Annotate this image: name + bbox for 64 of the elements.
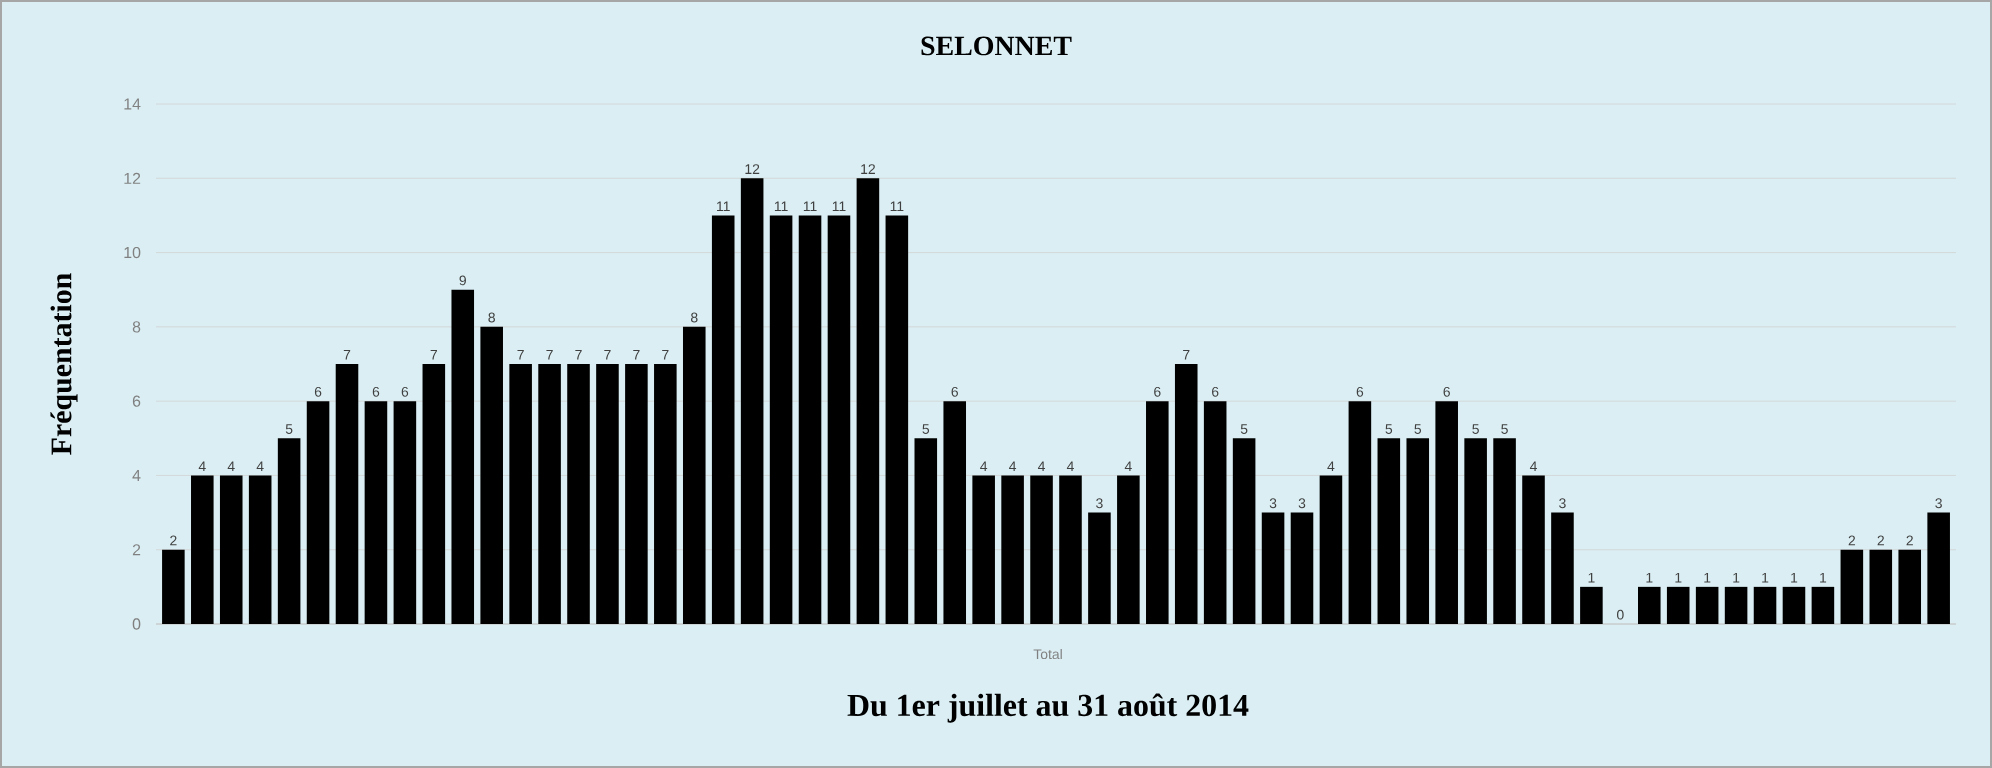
bar <box>1348 401 1372 624</box>
bar <box>856 178 880 624</box>
bar <box>1059 475 1082 624</box>
bar <box>769 215 793 624</box>
bar <box>364 401 388 624</box>
bar <box>567 364 590 624</box>
bar <box>1522 475 1545 624</box>
bar <box>972 475 995 624</box>
bar <box>596 364 619 624</box>
bar <box>422 364 446 624</box>
bar <box>1174 364 1198 624</box>
bar <box>682 326 706 624</box>
bar <box>1406 438 1430 624</box>
bar <box>248 475 272 624</box>
bar <box>1551 512 1574 624</box>
bar <box>1030 475 1053 624</box>
bar <box>1435 401 1458 624</box>
bar <box>277 438 301 624</box>
bar <box>1493 438 1516 624</box>
bar <box>393 401 417 624</box>
bar <box>1203 401 1227 624</box>
bar <box>1261 512 1285 624</box>
x-axis-title: Du 1er juillet au 31 août 2014 <box>847 693 1249 723</box>
bar <box>335 364 359 624</box>
y-axis-title: Fréquentation <box>50 273 78 455</box>
bar <box>943 401 967 624</box>
bar <box>1319 475 1343 624</box>
bar <box>1580 586 1603 624</box>
bar <box>1088 512 1111 624</box>
bar <box>1753 586 1777 624</box>
bar <box>1695 586 1719 624</box>
bar <box>740 178 764 624</box>
bar <box>1840 549 1864 624</box>
bar <box>480 326 503 624</box>
bar <box>654 364 677 624</box>
chart-title: SELONNET <box>921 36 1072 56</box>
bar <box>1811 586 1835 624</box>
bar <box>711 215 735 624</box>
bar <box>162 549 185 624</box>
bar <box>1724 586 1748 624</box>
bar <box>538 364 561 624</box>
bar <box>1146 401 1169 624</box>
bar <box>827 215 851 624</box>
bar <box>1001 475 1024 624</box>
bar <box>625 364 648 624</box>
bar <box>1637 586 1661 624</box>
bar <box>191 475 214 624</box>
bar <box>451 289 475 624</box>
bar <box>219 475 243 624</box>
bar <box>798 215 822 624</box>
bar <box>914 438 938 624</box>
bar <box>306 401 330 624</box>
bar <box>1927 512 1950 624</box>
bar <box>1232 438 1256 624</box>
bar <box>1666 586 1690 624</box>
bar <box>885 215 909 624</box>
bar <box>1869 549 1893 624</box>
bar <box>1464 438 1487 624</box>
bar <box>1290 512 1314 624</box>
bar <box>509 364 532 624</box>
bar <box>1377 438 1401 624</box>
bar <box>1117 475 1140 624</box>
bar <box>1782 586 1806 624</box>
bar <box>1898 549 1922 624</box>
